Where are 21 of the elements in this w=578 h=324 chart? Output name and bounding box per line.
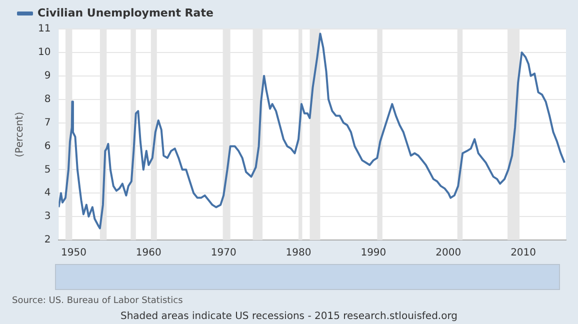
- source-note: Source: US. Bureau of Labor Statistics: [12, 296, 183, 306]
- x-tick-label: 1970: [210, 248, 236, 259]
- y-tick-label: 4: [44, 188, 51, 199]
- x-tick-label: 1950: [60, 248, 86, 259]
- y-tick-label: 5: [44, 164, 51, 176]
- y-tick-label: 8: [44, 94, 51, 105]
- x-tick-label: 2000: [436, 248, 462, 259]
- y-tick-label: 7: [44, 117, 51, 128]
- y-tick-label: 9: [44, 70, 51, 82]
- y-tick-label: 6: [44, 140, 51, 152]
- x-tick-label: 2010: [510, 248, 536, 259]
- y-axis-title: (Percent): [14, 112, 26, 158]
- legend-label: Civilian Unemployment Rate: [38, 6, 214, 20]
- text: Shaded areas indicate US recessions - 2015 research.stlouisfed.org: [119, 311, 459, 322]
- y-tick-label: 2: [44, 234, 51, 246]
- x-tick-label: 1960: [136, 248, 162, 259]
- y-tick-label: 10: [38, 47, 51, 58]
- y-tick-label: 11: [38, 24, 51, 35]
- x-tick-label: 1980: [286, 248, 312, 259]
- y-tick-label: 3: [44, 211, 51, 222]
- x-tick-label: 1990: [360, 248, 386, 259]
